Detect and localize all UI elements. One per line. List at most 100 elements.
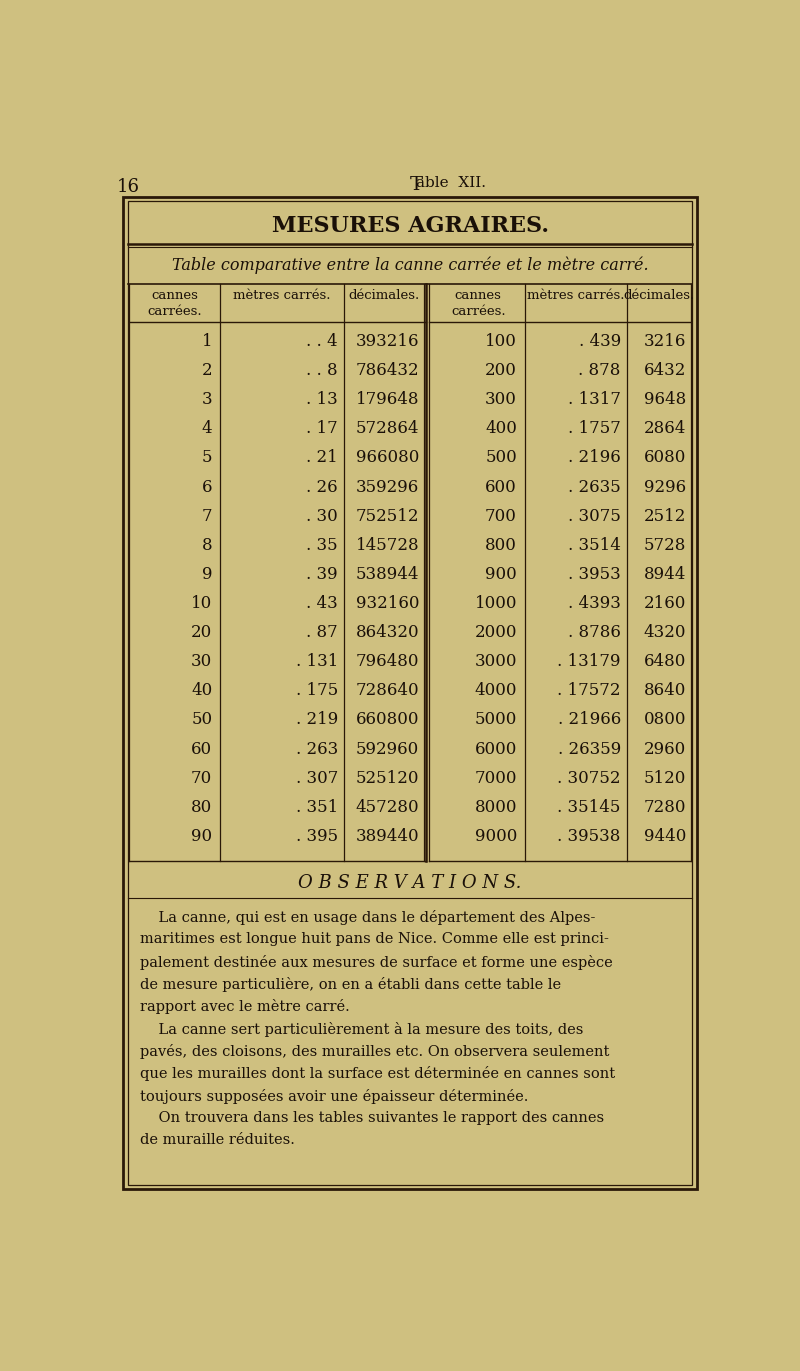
Text: . . 4: . . 4 <box>306 333 338 350</box>
Text: . 395: . 395 <box>296 828 338 845</box>
Text: . 39538: . 39538 <box>558 828 621 845</box>
Text: . 1757: . 1757 <box>568 421 621 437</box>
Text: 600: 600 <box>485 478 517 495</box>
Text: 9296: 9296 <box>644 478 686 495</box>
Text: 700: 700 <box>485 507 517 525</box>
Text: 9648: 9648 <box>644 391 686 409</box>
Text: 100: 100 <box>485 333 517 350</box>
Text: 6: 6 <box>202 478 212 495</box>
Text: . 21: . 21 <box>306 450 338 466</box>
Text: 500: 500 <box>485 450 517 466</box>
Text: cannes
carrées.: cannes carrées. <box>147 289 202 318</box>
Text: 90: 90 <box>191 828 212 845</box>
Text: 4000: 4000 <box>474 683 517 699</box>
Text: . 30752: . 30752 <box>558 769 621 787</box>
Text: 40: 40 <box>191 683 212 699</box>
Text: 30: 30 <box>191 653 212 670</box>
Text: 200: 200 <box>485 362 517 380</box>
Text: 864320: 864320 <box>356 624 419 642</box>
Text: . 13179: . 13179 <box>558 653 621 670</box>
Text: 932160: 932160 <box>356 595 419 611</box>
Text: MESURES AGRAIRES.: MESURES AGRAIRES. <box>271 215 549 237</box>
Text: de mesure particulière, on en a établi dans cette table le: de mesure particulière, on en a établi d… <box>140 978 562 991</box>
Text: 2160: 2160 <box>643 595 686 611</box>
Text: cannes
carrées.: cannes carrées. <box>451 289 506 318</box>
Text: 10: 10 <box>191 595 212 611</box>
Text: 2: 2 <box>202 362 212 380</box>
Text: . 35: . 35 <box>306 537 338 554</box>
Text: 660800: 660800 <box>356 712 419 728</box>
Text: 1: 1 <box>202 333 212 350</box>
Text: 4320: 4320 <box>643 624 686 642</box>
Text: 1000: 1000 <box>474 595 517 611</box>
Text: 8640: 8640 <box>643 683 686 699</box>
Text: mètres carrés.: mètres carrés. <box>527 289 625 302</box>
Text: . 3514: . 3514 <box>568 537 621 554</box>
Text: 4: 4 <box>202 421 212 437</box>
Text: de muraille réduites.: de muraille réduites. <box>140 1134 295 1148</box>
Text: 572864: 572864 <box>356 421 419 437</box>
Text: 9440: 9440 <box>643 828 686 845</box>
Text: 2000: 2000 <box>474 624 517 642</box>
Text: . 39: . 39 <box>306 566 338 583</box>
Text: . 878: . 878 <box>578 362 621 380</box>
Text: 6080: 6080 <box>643 450 686 466</box>
Text: . 307: . 307 <box>295 769 338 787</box>
Text: 2864: 2864 <box>643 421 686 437</box>
Text: 2960: 2960 <box>644 740 686 758</box>
Text: décimales.: décimales. <box>623 289 694 302</box>
Text: 966080: 966080 <box>356 450 419 466</box>
Text: 7280: 7280 <box>643 799 686 816</box>
Text: pavés, des cloisons, des murailles etc. On observera seulement: pavés, des cloisons, des murailles etc. … <box>140 1043 610 1058</box>
Text: . 26: . 26 <box>306 478 338 495</box>
Text: 179648: 179648 <box>356 391 419 409</box>
Text: 538944: 538944 <box>356 566 419 583</box>
Text: 389440: 389440 <box>356 828 419 845</box>
Text: 7: 7 <box>202 507 212 525</box>
Text: T: T <box>410 175 423 195</box>
Text: 5120: 5120 <box>643 769 686 787</box>
Text: 9000: 9000 <box>474 828 517 845</box>
Text: La canne sert particulièrement à la mesure des toits, des: La canne sert particulièrement à la mesu… <box>140 1021 584 1036</box>
Text: 800: 800 <box>485 537 517 554</box>
Text: 7000: 7000 <box>474 769 517 787</box>
Text: . 17572: . 17572 <box>558 683 621 699</box>
Text: . 439: . 439 <box>578 333 621 350</box>
Text: 9: 9 <box>202 566 212 583</box>
Text: . 2635: . 2635 <box>568 478 621 495</box>
Text: 5728: 5728 <box>643 537 686 554</box>
Text: 2512: 2512 <box>643 507 686 525</box>
Text: 400: 400 <box>485 421 517 437</box>
Text: able  XII.: able XII. <box>416 175 486 191</box>
Text: . 35145: . 35145 <box>558 799 621 816</box>
Text: rapport avec le mètre carré.: rapport avec le mètre carré. <box>140 999 350 1015</box>
Text: . 21966: . 21966 <box>558 712 621 728</box>
Text: 60: 60 <box>191 740 212 758</box>
Text: . 351: . 351 <box>296 799 338 816</box>
Text: 3: 3 <box>202 391 212 409</box>
Text: . 3075: . 3075 <box>568 507 621 525</box>
Text: . 2196: . 2196 <box>568 450 621 466</box>
Text: . 219: . 219 <box>296 712 338 728</box>
Text: 0800: 0800 <box>643 712 686 728</box>
Text: . 26359: . 26359 <box>558 740 621 758</box>
Text: . 263: . 263 <box>296 740 338 758</box>
Text: . 17: . 17 <box>306 421 338 437</box>
Text: . 13: . 13 <box>306 391 338 409</box>
Text: 6432: 6432 <box>643 362 686 380</box>
Text: 5: 5 <box>202 450 212 466</box>
Text: 8: 8 <box>202 537 212 554</box>
Text: 786432: 786432 <box>356 362 419 380</box>
Text: 359296: 359296 <box>356 478 419 495</box>
Text: . 43: . 43 <box>306 595 338 611</box>
Text: Table comparative entre la canne carrée et le mètre carré.: Table comparative entre la canne carrée … <box>172 256 648 274</box>
Text: mètres carrés.: mètres carrés. <box>234 289 331 302</box>
Text: toujours supposées avoir une épaisseur déterminée.: toujours supposées avoir une épaisseur d… <box>140 1089 529 1104</box>
Text: 525120: 525120 <box>356 769 419 787</box>
Text: . 3953: . 3953 <box>568 566 621 583</box>
Text: On trouvera dans les tables suivantes le rapport des cannes: On trouvera dans les tables suivantes le… <box>140 1111 605 1124</box>
Text: 752512: 752512 <box>356 507 419 525</box>
Text: que les murailles dont la surface est déterminée en cannes sont: que les murailles dont la surface est dé… <box>140 1067 615 1082</box>
Text: . . 8: . . 8 <box>306 362 338 380</box>
Text: O B S E R V A T I O N S.: O B S E R V A T I O N S. <box>298 875 522 893</box>
